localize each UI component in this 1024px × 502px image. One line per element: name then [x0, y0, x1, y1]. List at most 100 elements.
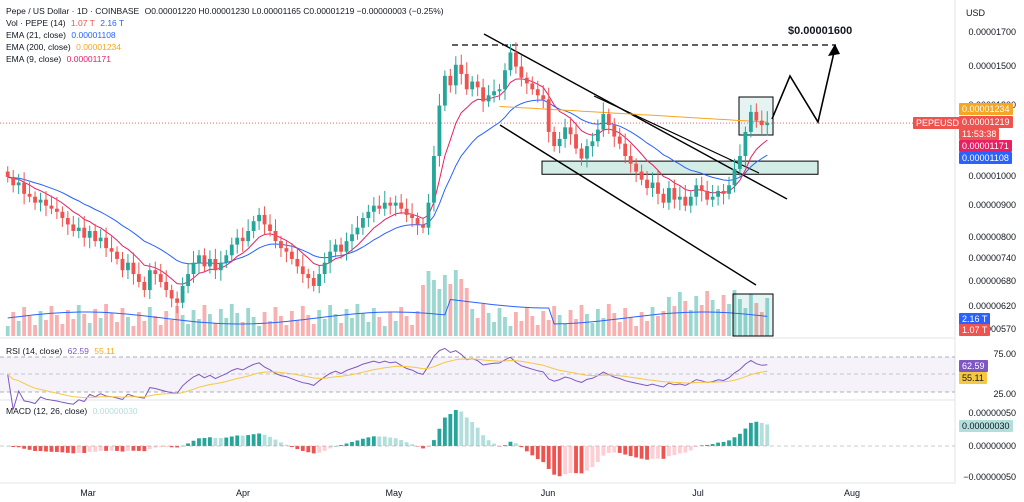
candle-body [38, 199, 43, 203]
macd-bar [115, 446, 119, 451]
macd-bar [579, 446, 584, 474]
volume-bar [71, 319, 76, 336]
volume-bar [754, 303, 759, 336]
volume-bar [360, 313, 365, 336]
candle-body [568, 127, 573, 135]
macd-bar [60, 446, 65, 453]
candle-body [710, 196, 715, 200]
symbol-title[interactable]: Pepe / US Dollar · 1D · COINBASE [6, 6, 140, 16]
legend-volume[interactable]: Vol · PEPE (14) 1.07 T 2.16 T [6, 18, 127, 29]
legend-ema9[interactable]: EMA (9, close) 0.00001171 [6, 54, 114, 65]
candle-body [639, 171, 644, 180]
macd-bar [344, 443, 349, 446]
candle-body [82, 227, 87, 238]
candle-body [93, 230, 98, 242]
volume-bar [585, 314, 589, 336]
volume-bar [279, 316, 283, 336]
volume-bar [224, 318, 229, 336]
rsi-value-2: 55.11 [94, 346, 115, 356]
countdown-tag: 11:53:38 [959, 128, 1000, 140]
candle-body [197, 255, 201, 263]
candle-body [377, 205, 382, 209]
macd-bar [104, 446, 109, 451]
candle-body [475, 81, 480, 88]
x-label-mar: Mar [80, 488, 96, 498]
candle-body [317, 274, 322, 286]
macd-bar [530, 446, 535, 456]
volume-bar [317, 310, 322, 336]
macd-bar [683, 446, 688, 453]
candle-body [268, 224, 272, 231]
currency-label[interactable]: USD [966, 8, 986, 18]
legend-ema21[interactable]: EMA (21, close) 0.00001108 [6, 30, 119, 41]
volume-bar [54, 315, 59, 336]
macd-bar [44, 446, 48, 452]
macd-panel [0, 410, 955, 477]
volume-bar [410, 325, 415, 336]
volume-bar [169, 320, 174, 336]
candle-body [492, 91, 496, 96]
macd-legend[interactable]: MACD (12, 26, close) 0.00000030 [6, 406, 141, 417]
candle-body [306, 274, 311, 278]
candle-body [628, 156, 633, 164]
candle-body [109, 248, 114, 252]
macd-bar [634, 446, 639, 458]
volume-bar [541, 311, 546, 336]
macd-bar [131, 446, 136, 451]
macd-bar [360, 438, 365, 446]
rsi-label: RSI (14, close) [6, 346, 63, 356]
macd-bar [656, 446, 660, 459]
macd-bar [754, 421, 759, 446]
candle-body [486, 95, 491, 102]
ema9-value: 0.00001171 [66, 54, 111, 64]
volume-bar [421, 285, 425, 336]
macd-bar [628, 446, 633, 457]
macd-bar [426, 446, 431, 447]
candle-body [470, 81, 475, 90]
legend-ema200[interactable]: EMA (200, close) 0.00001234 [6, 42, 124, 53]
candle-body [519, 66, 524, 78]
projection-arrowhead [828, 44, 840, 56]
macd-bar [153, 446, 158, 448]
macd-bar [328, 446, 333, 449]
candle-body [257, 214, 262, 222]
volume-bar [5, 326, 10, 336]
macd-bar [732, 437, 737, 446]
volume-bar [738, 299, 742, 336]
candle-body [421, 224, 425, 228]
rsi-legend[interactable]: RSI (14, close) 62.59 55.11 [6, 346, 118, 357]
macd-bar [87, 446, 92, 452]
macd-bar [475, 427, 480, 446]
macd-bar [218, 438, 223, 446]
macd-value: 0.00000030 [92, 406, 138, 416]
volume-bar [262, 312, 267, 336]
macd-bar [623, 446, 628, 455]
rsi-ma-line [7, 358, 768, 399]
volume-bar [126, 317, 130, 336]
volume-bar [333, 314, 338, 336]
macd-bar [748, 422, 753, 446]
ema21-tag: 0.00001108 [959, 152, 1012, 164]
ema9-tag: 0.00001171 [959, 140, 1012, 152]
candle-body [300, 266, 305, 275]
candle-body [743, 131, 748, 157]
candle-body [595, 129, 600, 142]
macd-bar [246, 435, 251, 446]
volume-bar [590, 323, 595, 336]
volume-bar [699, 305, 704, 336]
candle-body [617, 136, 622, 144]
volume-bar [344, 309, 349, 336]
volume-tag-1: 2.16 T [959, 313, 991, 325]
volume-bar [404, 316, 409, 336]
candle-body [322, 262, 327, 275]
volume-bar [104, 304, 109, 336]
macd-bar [585, 446, 589, 471]
candle-body [672, 188, 677, 200]
candle-body [688, 196, 693, 206]
volume-bar [322, 319, 327, 336]
candle-body [563, 127, 568, 139]
volume-bar [328, 305, 333, 336]
macd-bar [464, 417, 469, 446]
volume-bar [486, 313, 491, 336]
